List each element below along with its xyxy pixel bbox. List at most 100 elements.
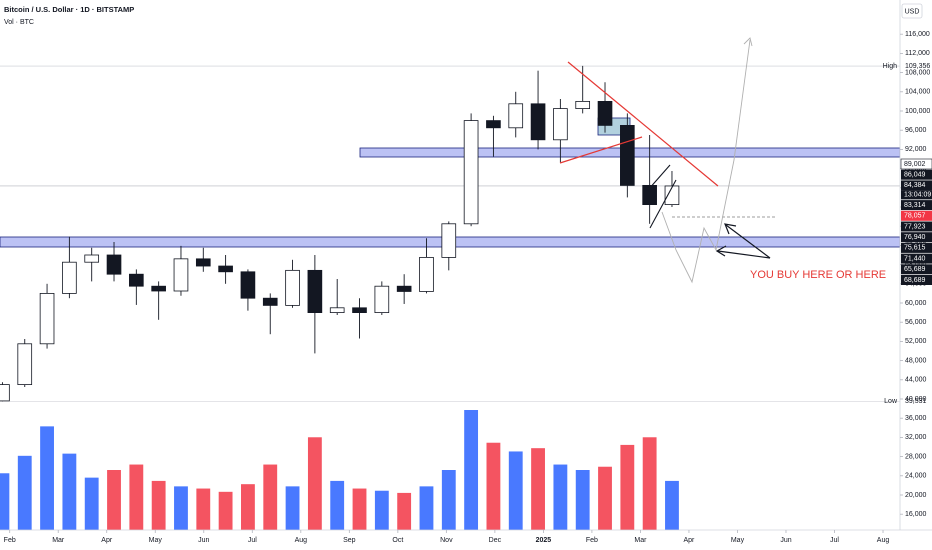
volume-bar xyxy=(218,491,233,530)
chart-subtitle: Vol · BTC xyxy=(4,19,34,26)
price-label-box xyxy=(901,232,932,243)
candle-body xyxy=(84,254,100,263)
chart-title: Bitcoin / U.S. Dollar · 1D · BITSTAMP xyxy=(4,5,134,14)
x-tick-label: Feb xyxy=(586,537,598,544)
countdown: 13:04:09 xyxy=(904,192,931,199)
price-label: 78,057 xyxy=(904,213,926,220)
currency-box xyxy=(901,3,923,19)
price-label-box xyxy=(901,210,932,221)
y-tick-label: 24,000 xyxy=(905,473,927,480)
volume-bar xyxy=(62,453,77,530)
projection-arrowhead xyxy=(743,37,753,47)
y-tick-label: 32,000 xyxy=(905,434,927,441)
x-tick-label: Jul xyxy=(830,537,839,544)
x-tick-label: Nov xyxy=(440,537,453,544)
volume-bar xyxy=(352,488,367,530)
volume-bar xyxy=(151,480,166,530)
y-tick-label: 108,000 xyxy=(905,69,930,76)
candle-body xyxy=(218,265,233,273)
volume-bar xyxy=(285,486,300,530)
marker-value: 39,531 xyxy=(905,398,927,405)
candle-body xyxy=(106,254,122,275)
volume-bar xyxy=(40,426,54,530)
x-tick-label: May xyxy=(731,537,745,544)
candle-body xyxy=(374,285,390,313)
x-tick-label: Sep xyxy=(343,537,356,544)
volume-bar xyxy=(464,410,479,530)
candle-body xyxy=(441,223,457,258)
wedge-line xyxy=(647,164,671,191)
x-tick-label: Jun xyxy=(198,537,209,544)
candle-body xyxy=(352,307,367,313)
candle-body xyxy=(285,269,300,306)
countdown-box xyxy=(901,190,932,200)
y-tick-label: 28,000 xyxy=(905,453,927,460)
candle-body xyxy=(17,343,33,385)
y-tick-label: 20,000 xyxy=(905,492,927,499)
price-label: 71,440 xyxy=(904,255,926,262)
volume-bar xyxy=(419,486,434,530)
volume-bar xyxy=(374,490,389,530)
x-tick-label: Aug xyxy=(295,537,308,544)
marker-label: Low xyxy=(884,398,898,405)
volume-bar xyxy=(196,488,211,530)
candles-layer xyxy=(0,65,680,402)
y-tick-label: 16,000 xyxy=(905,511,927,518)
marker-label: High xyxy=(883,63,898,70)
volume-bar xyxy=(508,451,523,530)
trend-line xyxy=(567,61,719,187)
projection-path xyxy=(661,39,751,284)
candle-body xyxy=(419,256,434,292)
arrowhead xyxy=(715,245,727,257)
price-label: 84,384 xyxy=(904,182,926,189)
candle-body xyxy=(396,285,412,292)
price-label-box xyxy=(901,221,932,232)
x-tick-label: Apr xyxy=(101,537,113,544)
price-label: 86,049 xyxy=(904,172,926,179)
arrow xyxy=(725,224,771,259)
x-tick-label: Mar xyxy=(634,537,647,544)
drawings-layer: YOU BUY HERE OR HERE xyxy=(559,37,886,284)
y-tick-label: 56,000 xyxy=(905,319,927,326)
volume-bar xyxy=(642,437,657,530)
price-label: 77,923 xyxy=(904,223,926,230)
volume-bar xyxy=(107,470,121,530)
y-tick-label: 60,000 xyxy=(905,300,927,307)
candle-body xyxy=(530,103,546,141)
price-label-box xyxy=(900,158,932,170)
volume-bar xyxy=(17,455,32,530)
price-label-box xyxy=(901,264,932,275)
candle-body xyxy=(0,384,10,402)
volume-bar xyxy=(307,437,322,530)
x-tick-label: Oct xyxy=(392,537,403,544)
price-label-box xyxy=(901,169,932,180)
candle-body xyxy=(508,103,524,129)
y-tick-label: 104,000 xyxy=(905,89,930,96)
grid-layer xyxy=(0,65,900,402)
candle-body xyxy=(329,307,345,313)
price-label: 89,002 xyxy=(904,161,926,168)
candle-body xyxy=(240,271,256,299)
trend-line xyxy=(559,136,643,164)
x-tick-label: Jul xyxy=(248,537,257,544)
y-tick-label: 96,000 xyxy=(905,127,927,134)
y-axis-label: USD xyxy=(905,8,920,15)
x-tick-label: Dec xyxy=(489,537,502,544)
volume-bar xyxy=(575,470,590,530)
volume-bar xyxy=(620,444,635,530)
wedge-line xyxy=(649,179,677,229)
volume-bar xyxy=(241,484,255,530)
x-tick-label: Feb xyxy=(4,537,16,544)
candle-body xyxy=(597,100,613,126)
volume-bar xyxy=(553,464,568,530)
volume-layer xyxy=(0,410,679,530)
candle-body xyxy=(642,184,657,205)
y-tick-label: 52,000 xyxy=(905,338,927,345)
arrow xyxy=(717,250,771,259)
volume-bar xyxy=(174,486,188,530)
x-tick-label: Aug xyxy=(877,537,890,544)
candle-body xyxy=(307,269,323,313)
